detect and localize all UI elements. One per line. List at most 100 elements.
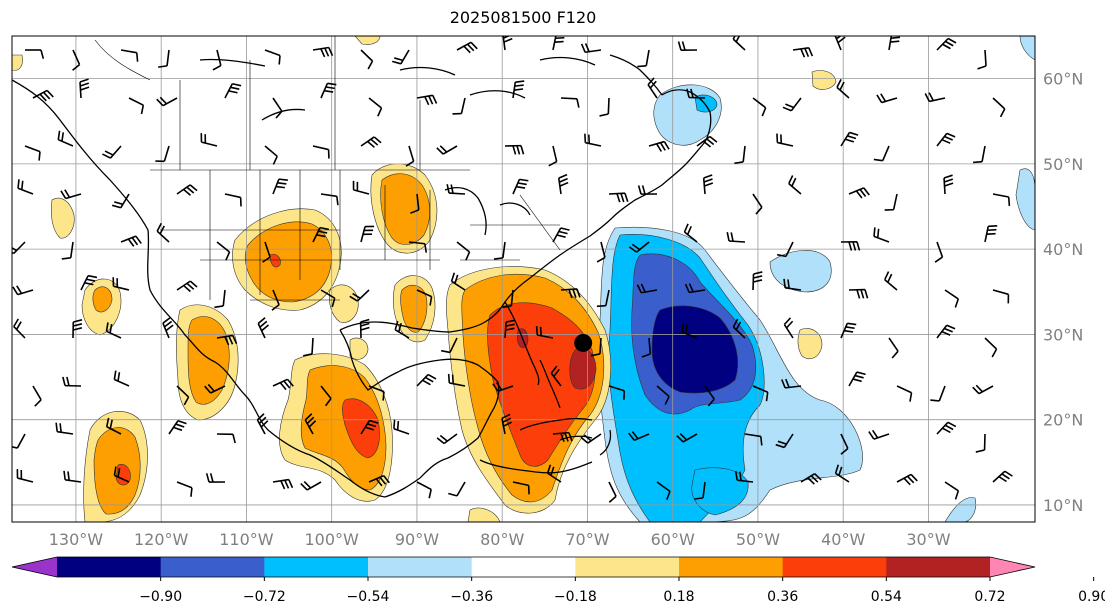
wind-barb bbox=[696, 135, 718, 148]
wind-barb bbox=[977, 49, 987, 70]
wind-barb bbox=[501, 413, 512, 435]
map-gridlines bbox=[12, 36, 1035, 522]
contour-pos-036-labrador bbox=[811, 70, 837, 90]
wind-barb bbox=[368, 474, 390, 487]
wind-barb bbox=[873, 145, 890, 162]
longitude-tick-label: 90°W bbox=[395, 530, 439, 549]
wind-barb bbox=[256, 413, 269, 435]
wind-barb bbox=[732, 36, 746, 51]
wind-barb bbox=[684, 283, 706, 294]
wind-barb bbox=[359, 318, 370, 339]
wind-barb bbox=[17, 179, 34, 195]
wind-barb bbox=[840, 433, 849, 455]
latitude-tick-labels: 60°N 50°N 40°N 30°N 20°N 10°N bbox=[1043, 70, 1083, 515]
wind-barb bbox=[262, 241, 271, 263]
longitude-tick-labels: 130°W 120°W 110°W 100°W 90°W 80°W 70°W 60°W 50°W… bbox=[49, 530, 951, 549]
wind-barb bbox=[637, 49, 650, 68]
wind-barb bbox=[693, 481, 706, 500]
wind-barb bbox=[992, 470, 1013, 483]
wind-barb bbox=[552, 36, 565, 51]
contour-neg-036e bbox=[944, 497, 977, 522]
wind-barb bbox=[599, 97, 610, 117]
wind-barb bbox=[596, 289, 610, 308]
colorbar-segment bbox=[575, 557, 680, 577]
coastlines bbox=[12, 54, 712, 498]
wind-barb bbox=[216, 433, 236, 444]
wind-barb bbox=[992, 97, 1006, 118]
wind-barb bbox=[212, 49, 222, 71]
wind-barb bbox=[873, 227, 890, 243]
wind-barb bbox=[24, 145, 41, 161]
wind-barb bbox=[734, 145, 746, 165]
wind-barb bbox=[836, 78, 850, 99]
wind-barb bbox=[416, 373, 437, 387]
wind-barb bbox=[637, 185, 658, 195]
wind-barb bbox=[752, 385, 769, 402]
wind-barb bbox=[300, 481, 322, 491]
wind-barb bbox=[580, 43, 602, 54]
wind-barb bbox=[60, 189, 82, 200]
wind-barb bbox=[441, 337, 458, 354]
colorbar-tick-label: 0.18 bbox=[663, 589, 694, 605]
wind-barb bbox=[934, 241, 944, 263]
wind-barb bbox=[552, 431, 573, 443]
wind-barb bbox=[168, 419, 187, 435]
wind-barb bbox=[752, 97, 767, 117]
longitude-tick-label: 50°W bbox=[736, 530, 780, 549]
contour-pos-072-mexico bbox=[342, 398, 380, 459]
wind-barb bbox=[512, 481, 530, 495]
wind-barb bbox=[360, 136, 382, 148]
wind-barb bbox=[304, 413, 317, 435]
wind-barb bbox=[560, 288, 581, 299]
latitude-tick-label: 50°N bbox=[1043, 155, 1083, 174]
wind-barb bbox=[120, 235, 142, 247]
wind-barb bbox=[896, 473, 918, 486]
wind-barb bbox=[781, 378, 802, 389]
wind-barb bbox=[596, 241, 606, 263]
wind-barb bbox=[936, 324, 956, 339]
wind-barb bbox=[752, 271, 763, 291]
wind-barb bbox=[450, 272, 466, 291]
wind-barb bbox=[393, 419, 410, 435]
wind-barb bbox=[224, 193, 242, 207]
contour-pos-054-gulf bbox=[400, 284, 428, 333]
wind-barb bbox=[214, 289, 226, 309]
wind-barb bbox=[884, 271, 898, 291]
wind-barb bbox=[608, 385, 626, 400]
wind-barb bbox=[504, 319, 516, 339]
wind-barb bbox=[975, 433, 986, 453]
wind-barb bbox=[447, 373, 466, 387]
colorbar-segment bbox=[264, 557, 369, 577]
colorbar-segment bbox=[679, 557, 784, 577]
colorbar-segment bbox=[782, 557, 887, 577]
wind-barb bbox=[320, 82, 337, 99]
wind-barb bbox=[32, 385, 42, 407]
wind-barb bbox=[776, 133, 794, 147]
wind-barb bbox=[608, 481, 617, 503]
wind-barb bbox=[992, 289, 1010, 304]
wind-barb bbox=[656, 385, 670, 405]
wind-barb bbox=[783, 278, 802, 291]
wind-barb bbox=[686, 88, 706, 99]
longitude-tick-label: 110°W bbox=[219, 530, 274, 549]
wind-barb bbox=[560, 97, 580, 108]
wind-barb bbox=[410, 193, 420, 214]
wind-barb bbox=[800, 473, 822, 485]
wind-barb bbox=[984, 225, 998, 243]
contour-neg-036b bbox=[769, 250, 832, 293]
contour-pos-036-bottom bbox=[467, 507, 501, 522]
wind-barb bbox=[848, 288, 869, 299]
wind-barb bbox=[264, 49, 281, 65]
colorbar-segment bbox=[990, 557, 1035, 577]
wind-barb bbox=[535, 325, 554, 339]
latitude-tick-label: 60°N bbox=[1043, 70, 1083, 89]
wind-barb bbox=[752, 193, 763, 215]
wind-barb bbox=[641, 337, 652, 358]
map-title: 2025081500 F120 bbox=[449, 8, 597, 27]
wind-barb bbox=[512, 80, 525, 99]
wind-barb bbox=[200, 133, 218, 147]
wind-barb bbox=[943, 174, 954, 195]
contour-pos-054-north bbox=[380, 173, 431, 245]
wind-barb bbox=[32, 89, 54, 102]
wind-barb bbox=[303, 337, 314, 357]
